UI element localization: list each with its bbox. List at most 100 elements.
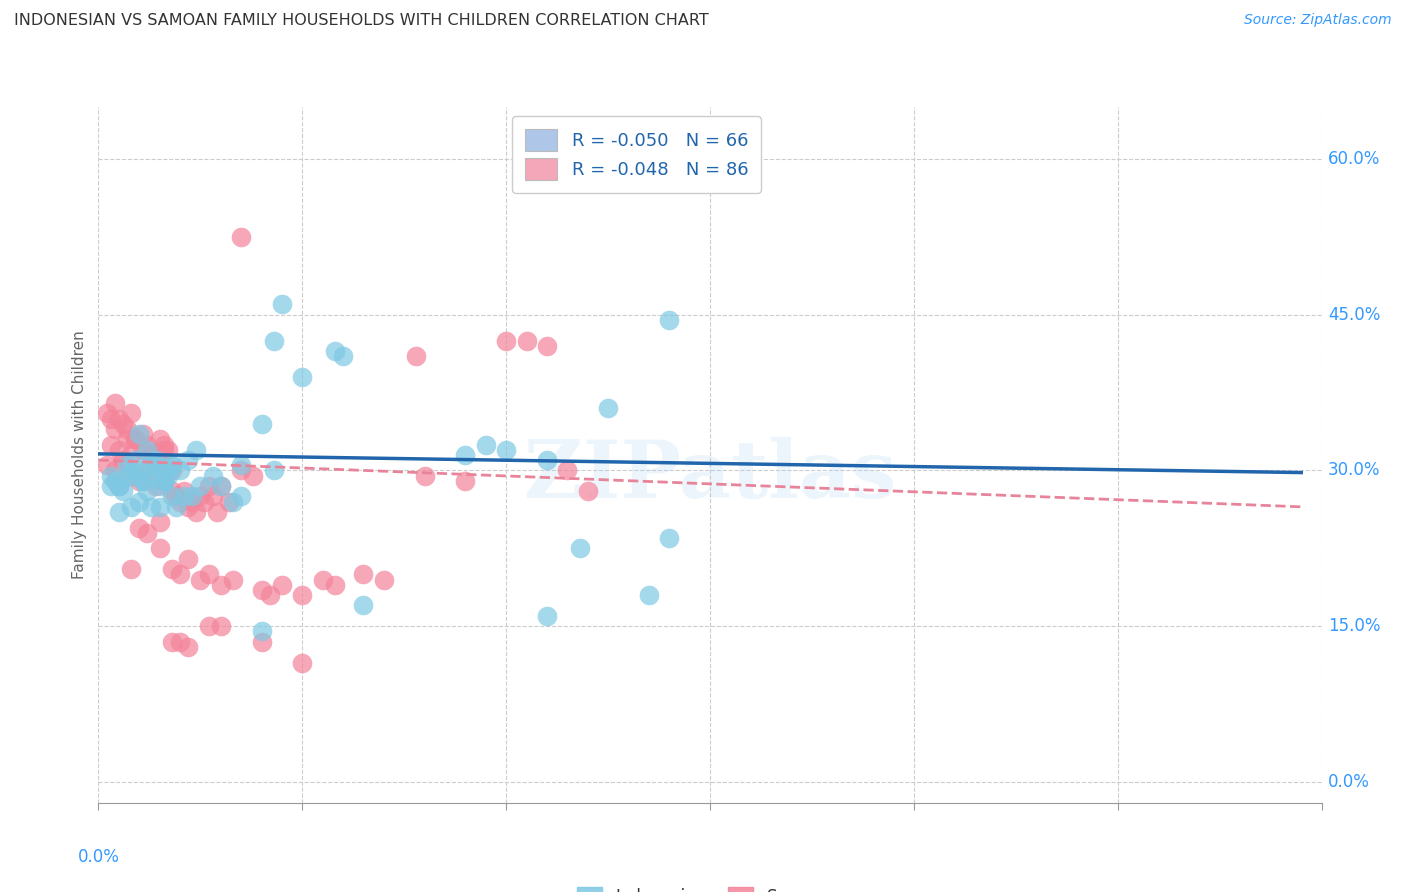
Point: [115, 458, 138, 473]
Point: [263, 334, 285, 348]
Point: [136, 525, 159, 540]
Text: 0.0%: 0.0%: [1327, 773, 1369, 791]
Point: [149, 463, 172, 477]
Point: [152, 474, 174, 488]
Point: [160, 562, 183, 576]
Point: [108, 479, 131, 493]
Point: [270, 297, 294, 311]
Point: [108, 411, 131, 425]
Point: [173, 484, 195, 499]
Point: [160, 490, 183, 504]
Point: [495, 442, 517, 457]
Point: [454, 474, 477, 488]
Point: [231, 463, 253, 477]
Point: [291, 370, 314, 384]
Point: [177, 640, 200, 654]
Point: [128, 427, 150, 442]
Point: [149, 541, 172, 556]
Point: [209, 578, 232, 592]
Point: [145, 453, 167, 467]
Point: [373, 573, 395, 587]
Point: [128, 474, 150, 488]
Point: [108, 442, 131, 457]
Point: [405, 349, 427, 363]
Point: [231, 230, 253, 244]
Point: [160, 458, 183, 473]
Point: [100, 411, 122, 425]
Point: [156, 442, 179, 457]
Point: [160, 635, 183, 649]
Point: [108, 505, 131, 519]
Point: [124, 433, 146, 447]
Point: [637, 588, 661, 602]
Point: [120, 463, 142, 477]
Point: [115, 468, 138, 483]
Point: [177, 500, 200, 514]
Point: [177, 551, 200, 566]
Point: [120, 406, 142, 420]
Point: [352, 599, 374, 613]
Point: [536, 453, 558, 467]
Point: [145, 458, 167, 473]
Point: [152, 474, 174, 488]
Point: [136, 484, 159, 499]
Point: [120, 562, 142, 576]
Point: [218, 494, 240, 508]
Point: [145, 479, 167, 493]
Point: [115, 433, 138, 447]
Point: [100, 479, 122, 493]
Point: [160, 484, 183, 499]
Point: [332, 349, 354, 363]
Point: [132, 474, 155, 488]
Point: [141, 500, 163, 514]
Point: [413, 468, 436, 483]
Point: [242, 468, 264, 483]
Point: [124, 468, 146, 483]
Point: [250, 582, 273, 597]
Point: [658, 313, 681, 327]
Point: [263, 463, 285, 477]
Point: [222, 494, 245, 508]
Point: [209, 619, 232, 633]
Point: [197, 479, 219, 493]
Point: [149, 516, 172, 530]
Point: [177, 453, 200, 467]
Point: [658, 531, 681, 545]
Point: [193, 494, 215, 508]
Point: [104, 396, 127, 410]
Text: INDONESIAN VS SAMOAN FAMILY HOUSEHOLDS WITH CHILDREN CORRELATION CHART: INDONESIAN VS SAMOAN FAMILY HOUSEHOLDS W…: [14, 13, 709, 29]
Text: ZIPatlas: ZIPatlas: [524, 437, 896, 515]
Point: [124, 433, 146, 447]
Point: [231, 458, 253, 473]
Point: [250, 624, 273, 639]
Text: 0.0%: 0.0%: [77, 848, 120, 866]
Point: [145, 453, 167, 467]
Point: [104, 463, 127, 477]
Point: [231, 490, 253, 504]
Point: [111, 484, 134, 499]
Point: [169, 567, 191, 582]
Point: [209, 479, 232, 493]
Point: [197, 567, 219, 582]
Point: [186, 442, 208, 457]
Y-axis label: Family Households with Children: Family Households with Children: [72, 331, 87, 579]
Point: [188, 490, 212, 504]
Point: [222, 573, 245, 587]
Point: [181, 490, 204, 504]
Point: [555, 463, 579, 477]
Point: [152, 474, 174, 488]
Point: [352, 567, 374, 582]
Point: [115, 422, 138, 436]
Point: [181, 494, 204, 508]
Point: [160, 458, 183, 473]
Point: [136, 442, 159, 457]
Point: [474, 437, 498, 451]
Point: [132, 442, 155, 457]
Text: Source: ZipAtlas.com: Source: ZipAtlas.com: [1244, 13, 1392, 28]
Point: [120, 468, 142, 483]
Point: [291, 656, 314, 670]
Point: [270, 578, 294, 592]
Point: [108, 479, 131, 493]
Point: [197, 619, 219, 633]
Point: [96, 458, 118, 473]
